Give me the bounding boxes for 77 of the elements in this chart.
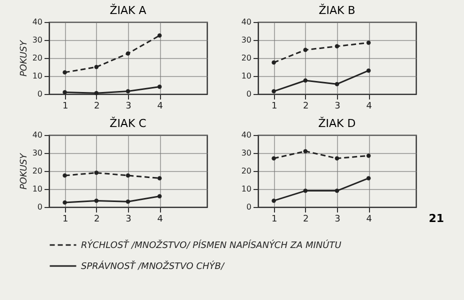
point <box>272 89 276 94</box>
point <box>94 64 99 70</box>
point <box>366 176 371 180</box>
point <box>126 199 130 204</box>
point <box>126 51 130 56</box>
x-tick-label: 1 <box>62 214 68 224</box>
point <box>334 188 340 193</box>
point <box>62 70 67 75</box>
point <box>157 84 162 89</box>
point <box>366 68 371 73</box>
chart-title: ŽIAK A <box>110 3 147 17</box>
point <box>272 60 276 65</box>
y-tick-label: 40 <box>241 18 252 26</box>
y-tick-label: 10 <box>32 184 42 194</box>
chart-title: ŽIAK C <box>110 116 147 130</box>
x-tick-label: 2 <box>94 214 100 224</box>
chart-title: ŽIAK B <box>318 3 356 17</box>
x-tick-label: 4 <box>366 102 372 112</box>
y-tick-label: 20 <box>32 166 42 176</box>
point <box>334 44 340 48</box>
y-tick-label: 0 <box>37 202 42 212</box>
x-tick-label: 3 <box>334 214 340 224</box>
point <box>94 170 99 175</box>
x-tick-label: 2 <box>303 102 309 112</box>
point <box>62 90 67 94</box>
y-tick-label: 30 <box>241 148 252 158</box>
point <box>303 78 308 83</box>
legend-label: RÝCHLOSŤ /MNOŽSTVO/ PÍSMEN NAPÍSANÝCH ZA MINÚTU <box>81 239 342 251</box>
point <box>272 198 276 203</box>
y-tick-label: 20 <box>32 54 42 62</box>
x-tick-label: 3 <box>126 214 132 224</box>
point <box>157 176 162 180</box>
y-tick-label: 40 <box>241 130 252 140</box>
y-axis-title: POKUSY <box>19 152 30 190</box>
y-tick-label: 0 <box>246 90 252 98</box>
point <box>157 33 162 38</box>
x-tick-label: 3 <box>126 102 132 112</box>
x-tick-label: 4 <box>157 214 164 224</box>
point <box>126 89 130 94</box>
x-tick-label: 4 <box>157 102 164 112</box>
point <box>334 82 340 86</box>
point <box>303 48 308 52</box>
point <box>62 173 67 178</box>
point <box>62 200 67 205</box>
y-tick-label: 40 <box>32 18 42 26</box>
y-tick-label: 20 <box>241 166 252 176</box>
point <box>366 40 371 45</box>
point <box>272 156 276 161</box>
x-tick-label: 1 <box>62 102 68 112</box>
point <box>157 194 162 198</box>
y-axis-title: POKUSY <box>19 38 30 77</box>
y-tick-label: 30 <box>32 148 42 158</box>
chart-title: ŽIAK D <box>318 116 356 130</box>
point <box>366 154 371 158</box>
point <box>94 198 99 203</box>
point <box>126 173 130 178</box>
legend-label: SPRÁVNOSŤ /MNOŽSTVO CHÝB/ <box>81 260 225 272</box>
point <box>303 188 308 193</box>
x-tick-label: 2 <box>303 214 309 224</box>
x-tick-label: 2 <box>94 102 100 112</box>
y-tick-label: 30 <box>32 36 42 44</box>
y-tick-label: 0 <box>37 90 42 98</box>
x-tick-label: 1 <box>271 214 278 224</box>
point <box>303 149 308 154</box>
y-tick-label: 10 <box>241 72 252 80</box>
text: 21 <box>428 212 444 225</box>
y-tick-label: 10 <box>32 72 42 80</box>
y-tick-label: 30 <box>241 36 252 44</box>
y-tick-label: 0 <box>246 202 252 212</box>
point <box>334 156 340 161</box>
point <box>94 90 99 96</box>
x-tick-label: 3 <box>334 102 340 112</box>
x-tick-label: 4 <box>366 214 372 224</box>
y-tick-label: 40 <box>32 130 42 140</box>
y-tick-label: 20 <box>241 54 252 62</box>
y-tick-label: 10 <box>241 184 252 194</box>
x-tick-label: 1 <box>271 102 278 112</box>
